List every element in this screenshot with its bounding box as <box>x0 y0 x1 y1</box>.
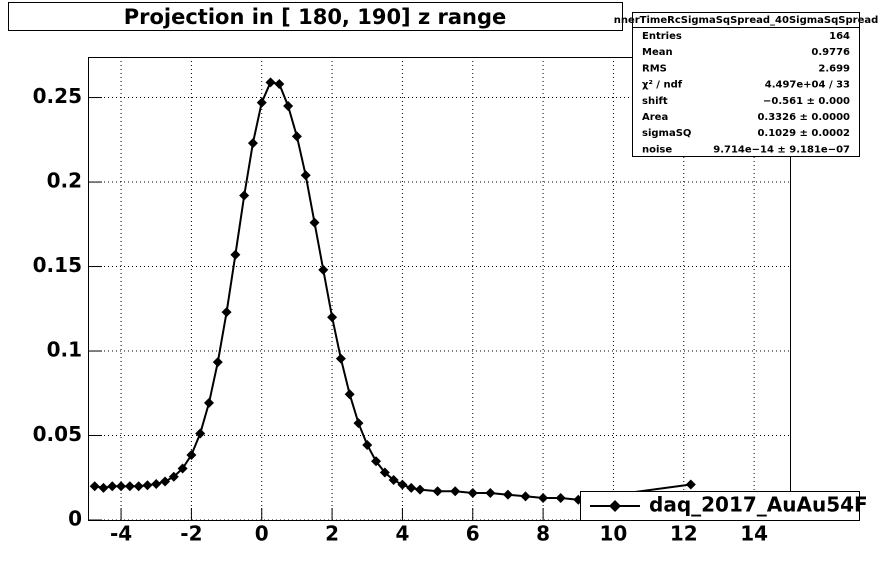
point <box>142 480 153 491</box>
y-tick-label: 0.05 <box>33 422 82 446</box>
stat-value: 0.3326 ± 0.0000 <box>757 112 850 123</box>
point <box>415 484 426 495</box>
legend-marker <box>609 500 621 512</box>
stat-value: 2.699 <box>818 63 850 74</box>
stat-label: noise <box>642 144 672 155</box>
x-tick-label: 12 <box>670 522 698 546</box>
point <box>467 487 478 498</box>
stat-value: 164 <box>829 31 850 42</box>
chart-title: Projection in [ 180, 190] z range <box>124 5 507 29</box>
point <box>89 481 100 492</box>
point <box>520 491 531 502</box>
plot-area: 0 0.05 0.1 0.15 0.2 0.25 -4 -2 0 2 4 6 8 10 12 14 <box>33 57 790 546</box>
stat-value: 4.497e+04 / 33 <box>765 80 850 91</box>
x-tick-label: 0 <box>255 522 269 546</box>
point <box>353 418 364 429</box>
point <box>406 482 417 493</box>
point <box>116 481 127 492</box>
stat-label: RMS <box>642 63 667 74</box>
point <box>685 479 696 490</box>
stat-label: Area <box>642 112 668 123</box>
title-box <box>8 2 623 31</box>
y-tick-label: 0.1 <box>47 338 82 362</box>
point <box>450 486 461 497</box>
legend-label: daq_2017_AuAu54F <box>649 493 868 517</box>
stat-label: Entries <box>642 31 682 42</box>
stat-label: Mean <box>642 47 673 58</box>
y-tick-label: 0.2 <box>47 169 82 193</box>
point <box>309 217 320 228</box>
point <box>230 249 241 260</box>
point <box>291 131 302 142</box>
point <box>177 463 188 474</box>
point <box>283 101 294 112</box>
point <box>124 481 135 492</box>
point <box>221 307 232 318</box>
x-tick-label: 6 <box>466 522 480 546</box>
y-tick-label: 0.15 <box>33 253 82 277</box>
stat-value: 0.9776 <box>811 47 850 58</box>
point <box>300 170 311 181</box>
stat-value: 9.714e−14 ± 9.181e−07 <box>713 144 850 155</box>
point <box>98 482 109 493</box>
point <box>107 481 118 492</box>
point <box>274 79 285 90</box>
point <box>432 486 443 497</box>
point <box>388 474 399 485</box>
point <box>485 487 496 498</box>
x-tick-label: 4 <box>395 522 409 546</box>
stat-label: χ² / ndf <box>642 80 683 91</box>
y-tick-label: 0.25 <box>33 84 82 108</box>
stats-box <box>632 12 860 157</box>
point <box>195 428 206 439</box>
point <box>265 77 276 88</box>
stat-value: 0.1029 ± 0.0002 <box>757 128 850 139</box>
y-tick-label: 0 <box>68 507 82 531</box>
point <box>247 138 258 149</box>
point <box>151 479 162 490</box>
stats-rows: Entries 164 Mean 0.9776 RMS 2.699 χ² / ndf 4.49… <box>642 31 850 155</box>
point <box>362 439 373 450</box>
point <box>502 489 513 500</box>
point <box>379 467 390 478</box>
x-tick-label: 10 <box>600 522 628 546</box>
point <box>397 479 408 490</box>
point <box>160 476 171 487</box>
x-tick-label: -4 <box>110 522 132 546</box>
point <box>318 264 329 275</box>
point <box>168 471 179 482</box>
frame <box>88 57 791 521</box>
point <box>256 97 267 108</box>
point <box>327 312 338 323</box>
stats-title: nnerTimeRcSigmaSqSpread_40SigmaSqSpread <box>614 15 878 26</box>
point <box>335 353 346 364</box>
stat-value: −0.561 ± 0.000 <box>763 96 850 107</box>
point <box>371 456 382 467</box>
point <box>344 389 355 400</box>
stat-label: shift <box>642 96 668 107</box>
point <box>239 190 250 201</box>
point <box>203 397 214 408</box>
x-tick-label: 8 <box>536 522 550 546</box>
stat-label: sigmaSQ <box>642 128 691 139</box>
x-tick-label: -2 <box>180 522 202 546</box>
x-tick-label: 2 <box>325 522 339 546</box>
point <box>133 481 144 492</box>
point <box>555 493 566 504</box>
point <box>212 357 223 368</box>
point <box>538 493 549 504</box>
x-tick-label: 14 <box>740 522 768 546</box>
point <box>186 449 197 460</box>
